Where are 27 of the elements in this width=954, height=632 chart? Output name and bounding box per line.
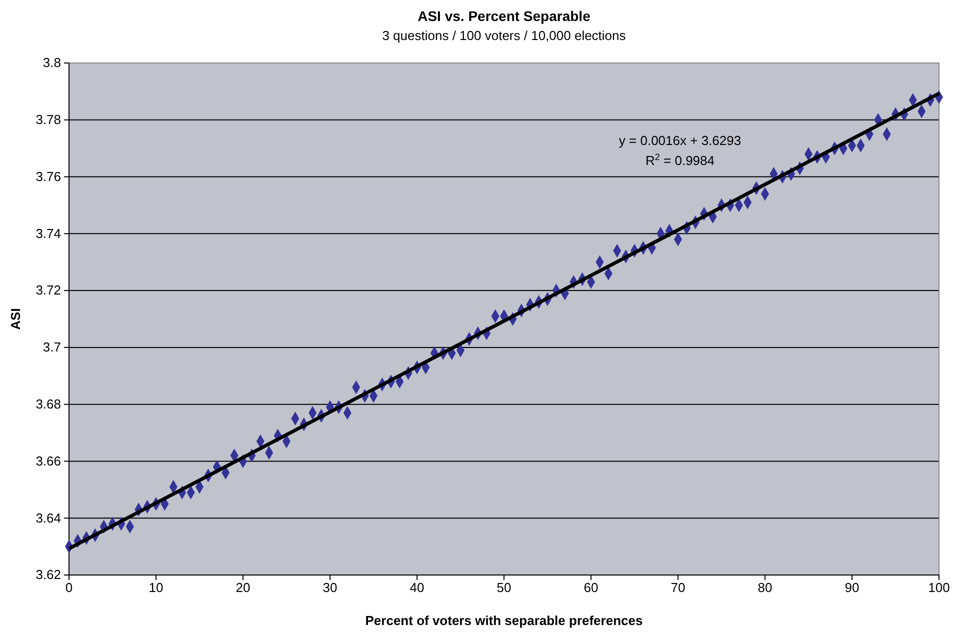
x-tick-label: 10 (148, 580, 164, 596)
y-tick-label: 3.78 (36, 112, 61, 128)
x-tick-label: 70 (670, 580, 686, 596)
chart-subtitle: 3 questions / 100 voters / 10,000 elections (382, 28, 626, 43)
x-tick-label: 40 (410, 580, 424, 596)
x-tick-label: 90 (844, 580, 860, 596)
x-tick-label: 0 (65, 580, 73, 596)
annotation: R$^{2}$ = 0.9984 (646, 152, 714, 168)
y-tick-label: 3.72 (36, 282, 61, 298)
y-axis-title: ASI (8, 308, 23, 330)
y-tick-label: 3.64 (36, 510, 61, 526)
y-tick-label: 3.68 (36, 396, 61, 412)
x-tick-label: 100 (928, 580, 950, 596)
y-tick-label: 3.7 (42, 340, 61, 355)
x-axis-title: Percent of voters with separable preferences (365, 613, 643, 628)
y-tick-label: 3.66 (36, 453, 61, 468)
y-tick-label: 3.62 (36, 567, 61, 582)
x-tick-label: 50 (496, 580, 512, 596)
x-tick-label: 60 (584, 580, 598, 596)
y-tick-label: 3.8 (42, 55, 61, 70)
y-tick-label: 3.74 (36, 226, 61, 241)
chart-title: ASI vs. Percent Separable (418, 8, 591, 24)
annotation: y = 0.0016x + 3.6293 (618, 133, 742, 148)
x-tick-label: 80 (758, 580, 772, 596)
y-tick-label: 3.76 (36, 168, 61, 184)
x-tick-label: 30 (322, 580, 338, 596)
x-tick-label: 20 (236, 580, 250, 596)
